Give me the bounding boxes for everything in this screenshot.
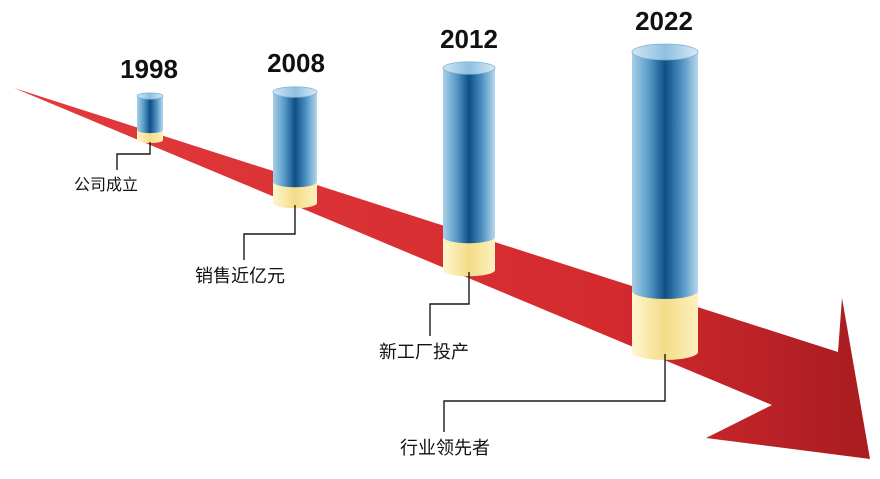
milestone-label-2008: 销售近亿元 bbox=[195, 266, 285, 287]
milestone-cylinder-2022 bbox=[631, 43, 699, 360]
leader-line-2022 bbox=[443, 354, 666, 432]
cylinder-body-2022 bbox=[632, 52, 698, 299]
cylinder-body-2008 bbox=[273, 92, 317, 188]
cylinder-body-2012 bbox=[443, 68, 495, 244]
milestone-label-1998: 公司成立 bbox=[74, 175, 138, 194]
year-label-2008: 2008 bbox=[267, 48, 325, 78]
milestone-cylinder-2008 bbox=[272, 86, 318, 209]
leader-line-2012 bbox=[429, 272, 470, 336]
milestone-bars bbox=[136, 43, 699, 360]
leader-line-1998 bbox=[116, 142, 151, 170]
cylinder-top-2008 bbox=[272, 86, 318, 98]
milestone-label-2022: 行业领先者 bbox=[400, 438, 490, 459]
leader-line-2008 bbox=[243, 205, 296, 260]
year-label-2012: 2012 bbox=[440, 24, 498, 54]
milestone-cylinder-2012 bbox=[442, 61, 496, 277]
cylinder-base-1998 bbox=[137, 130, 163, 144]
timeline-arrow bbox=[14, 88, 870, 459]
year-label-1998: 1998 bbox=[120, 54, 178, 84]
cylinder-base-2008 bbox=[273, 182, 317, 209]
milestone-label-2012: 新工厂投产 bbox=[379, 342, 469, 363]
cylinder-top-1998 bbox=[136, 92, 164, 100]
cylinder-base-2022 bbox=[632, 291, 698, 360]
leader-lines bbox=[116, 142, 666, 432]
cylinder-base-2012 bbox=[443, 237, 495, 277]
cylinder-body-1998 bbox=[137, 96, 163, 134]
cylinder-top-2012 bbox=[442, 61, 496, 75]
cylinder-top-2022 bbox=[631, 43, 699, 61]
year-label-2022: 2022 bbox=[635, 6, 693, 36]
milestone-cylinder-1998 bbox=[136, 92, 164, 144]
